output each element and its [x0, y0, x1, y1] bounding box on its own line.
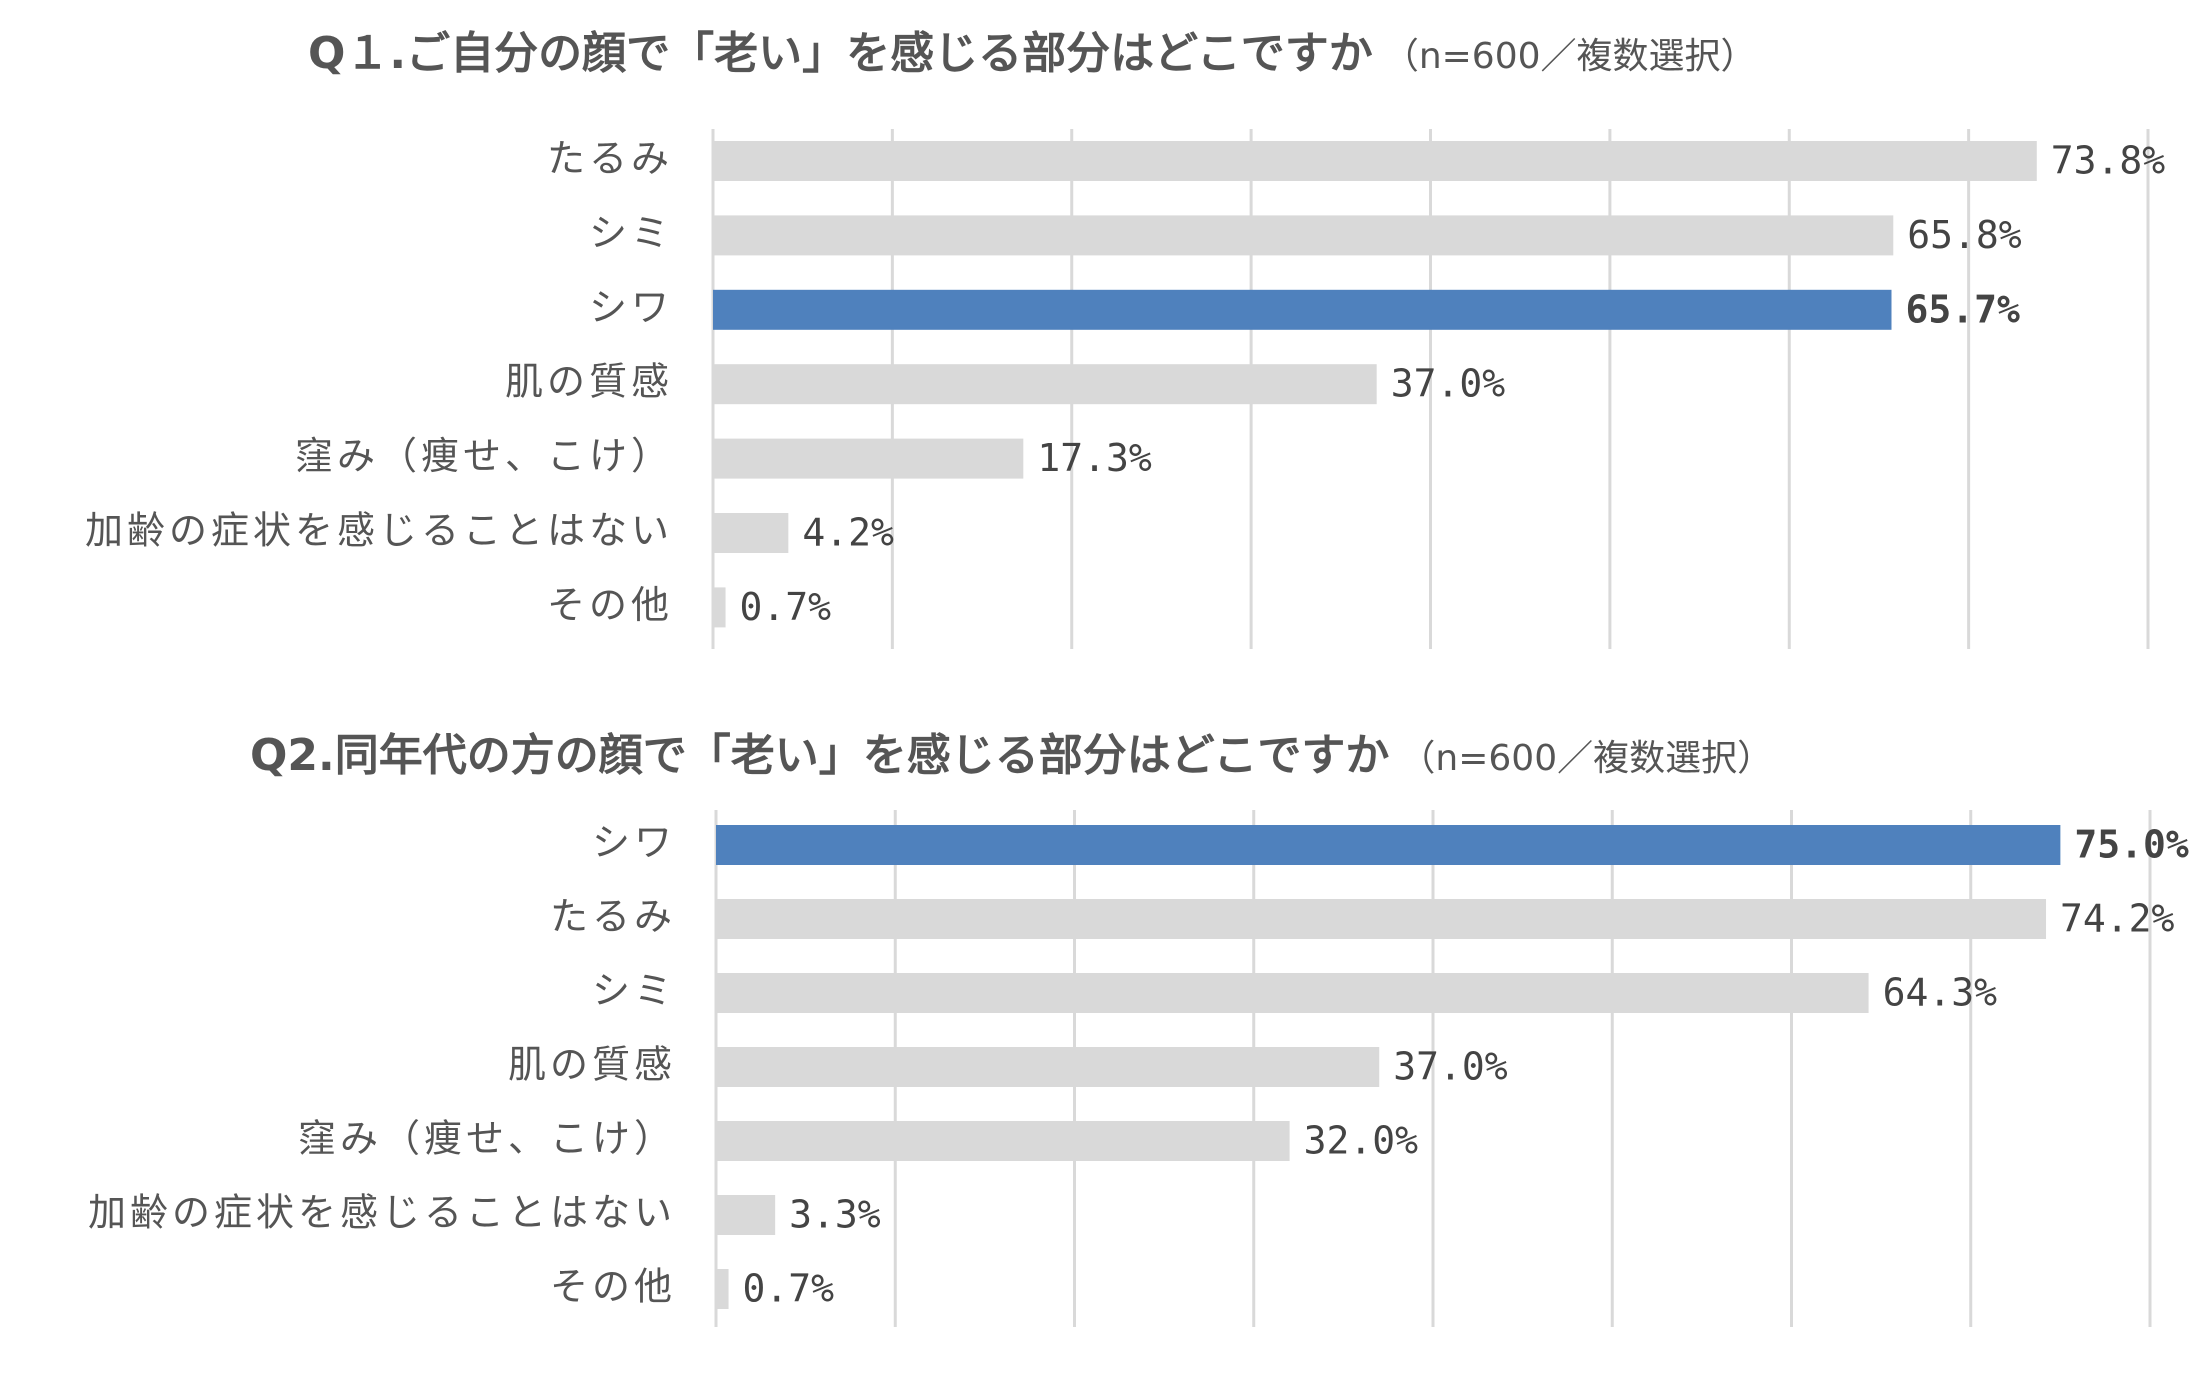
category-label: 加齢の症状を感じることはない [88, 1191, 676, 1235]
category-label: たるみ [550, 895, 676, 939]
bar [716, 1047, 1380, 1087]
value-label: 73.8% [2051, 139, 2166, 183]
category-label: 窪み（痩せ、こけ） [295, 434, 673, 478]
value-label: 64.3% [1883, 971, 1998, 1015]
bar [713, 587, 726, 628]
category-label: その他 [550, 1265, 676, 1309]
value-label: 37.0% [1391, 362, 1506, 406]
bar [716, 899, 2047, 939]
value-label: 0.7% [740, 585, 832, 629]
category-label: シミ [592, 969, 676, 1013]
bar [713, 289, 1892, 330]
value-label: 4.2% [802, 511, 894, 555]
chart-title: Q2.同年代の方の顔で「老い」を感じる部分はどこですか [250, 730, 1389, 781]
bar [713, 141, 2037, 181]
bar [713, 513, 789, 553]
chart-subtitle: （n=600／複数選択） [1383, 36, 1757, 77]
value-label: 75.0% [2074, 823, 2189, 867]
chart-title: Q１.ご自分の顔で「老い」を感じる部分はどこですか [308, 28, 1373, 79]
bar [713, 438, 1024, 479]
bar [713, 364, 1377, 405]
chart-subtitle: （n=600／複数選択） [1399, 738, 1773, 779]
category-label: 肌の質感 [505, 360, 673, 404]
bar [716, 1269, 729, 1309]
value-label: 65.8% [1907, 213, 2022, 257]
category-label: シワ [589, 285, 673, 329]
bar [716, 1195, 776, 1235]
value-label: 65.7% [1905, 287, 2020, 331]
bar [716, 1121, 1290, 1161]
category-label: 加齢の症状を感じることはない [85, 509, 673, 553]
category-label: シミ [589, 211, 673, 255]
category-label: 肌の質感 [508, 1043, 676, 1087]
value-label: 32.0% [1304, 1119, 1419, 1163]
value-label: 74.2% [2060, 897, 2175, 941]
value-label: 3.3% [789, 1193, 881, 1237]
bar [713, 215, 1894, 256]
category-label: シワ [592, 821, 676, 865]
category-label: たるみ [547, 137, 673, 181]
category-label: 窪み（痩せ、こけ） [298, 1117, 676, 1161]
bar [716, 973, 1869, 1013]
value-label: 17.3% [1037, 436, 1152, 480]
category-label: その他 [547, 583, 673, 627]
value-label: 37.0% [1393, 1045, 1508, 1089]
bar [716, 825, 2061, 865]
value-label: 0.7% [743, 1267, 835, 1311]
